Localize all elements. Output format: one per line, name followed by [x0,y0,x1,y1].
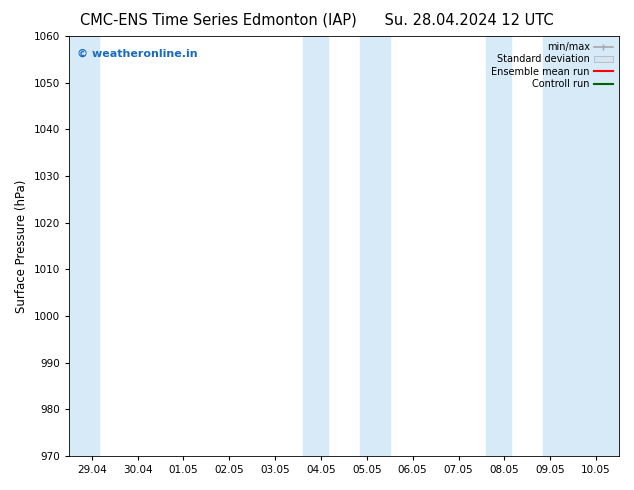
Legend: min/max, Standard deviation, Ensemble mean run, Controll run: min/max, Standard deviation, Ensemble me… [488,39,616,92]
Bar [69,36,99,456]
Text: CMC-ENS Time Series Edmonton (IAP)      Su. 28.04.2024 12 UTC: CMC-ENS Time Series Edmonton (IAP) Su. 2… [80,12,554,27]
Text: © weatheronline.in: © weatheronline.in [77,49,198,59]
Bar [486,36,511,456]
Bar [302,36,328,456]
Y-axis label: Surface Pressure (hPa): Surface Pressure (hPa) [15,179,28,313]
Bar [543,36,619,456]
Bar [360,36,390,456]
